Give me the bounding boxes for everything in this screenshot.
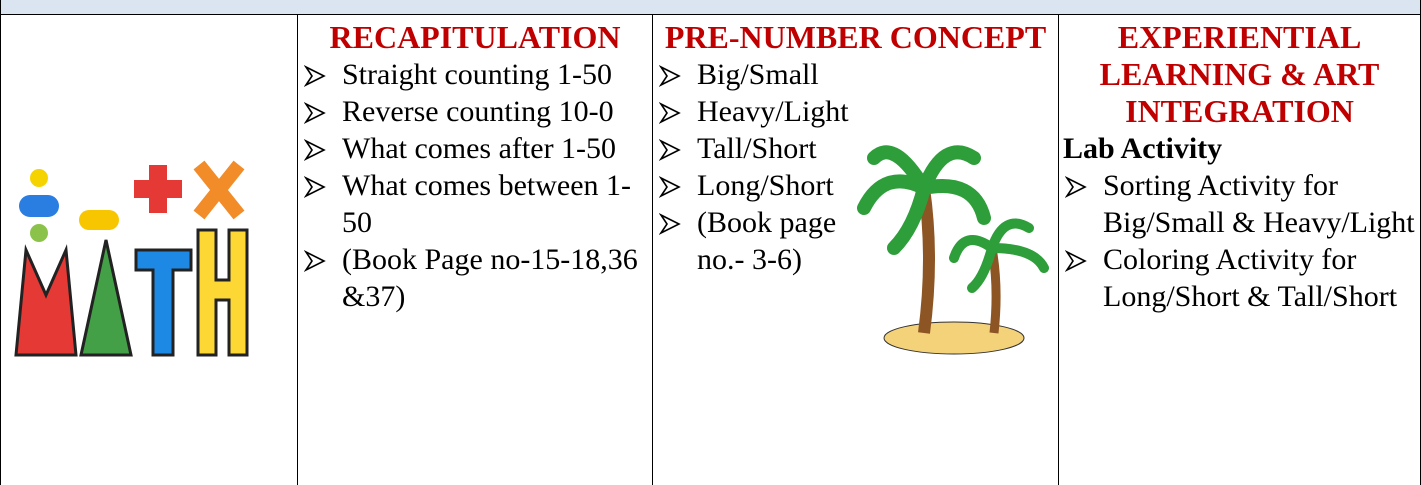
palm-clipart [857,145,1049,355]
list-item: (Book Page no-15-18,36 &37) [302,241,648,315]
column: RECAPITULATION Straight counting 1-50 Reve… [297,15,652,485]
column-heading: PRE-NUMBER CONCEPT [664,19,1047,55]
leaves [857,145,991,255]
list-item: What comes after 1-50 [302,130,648,167]
letter-t [134,248,193,357]
bullet-arrow [1065,250,1087,272]
list-item: Big/Small [657,56,1054,93]
divide-bar [19,195,59,217]
bullet-arrow [304,176,326,198]
bullet-arrow [304,65,326,87]
bullet-arrow [659,213,681,235]
bullet-arrow [304,250,326,272]
list-item: Heavy/Light [657,93,1054,130]
bullet-arrow [1065,176,1087,198]
list-item: What comes between 1-50 [302,167,648,241]
column-heading: EXPERIENTIAL LEARNING & ART INTEGRATION [1099,19,1380,129]
list-item: Sorting Activity for Big/Small & Heavy/L… [1063,167,1416,241]
sand [883,321,1025,355]
letter-h [196,228,249,357]
column-heading: RECAPITULATION [329,19,621,55]
subheading: Lab Activity [1063,132,1223,165]
list-item: Tall/Short [657,130,1054,167]
bullet-arrow [659,139,681,161]
list-item: Coloring Activity for Long/Short & Tall/… [1063,241,1416,315]
header-band [0,0,1421,15]
column: PRE-NUMBER CONCEPT Big/Small Heavy/Light T… [652,15,1058,485]
dot [30,169,48,187]
list-item: Long/Short [657,167,1054,204]
leaves [949,218,1049,293]
bullet-arrow [304,102,326,124]
list-item: (Book page no.- 3-6) [657,204,1054,278]
times [193,160,245,220]
plus [134,180,182,198]
dot [30,224,48,242]
letter-m [14,244,78,357]
list-item: Straight counting 1-50 [302,56,648,93]
list-item: Reverse counting 10-0 [302,93,648,130]
bullet-arrow [659,102,681,124]
math-clipart [11,142,256,367]
column: EXPERIENTIAL LEARNING & ART INTEGRATION L… [1058,15,1421,485]
minus [79,210,119,230]
letter-a [79,239,133,357]
bullet-arrow [659,65,681,87]
bullet-arrow [659,176,681,198]
bullet-arrow [304,139,326,161]
image-cell [0,15,297,485]
